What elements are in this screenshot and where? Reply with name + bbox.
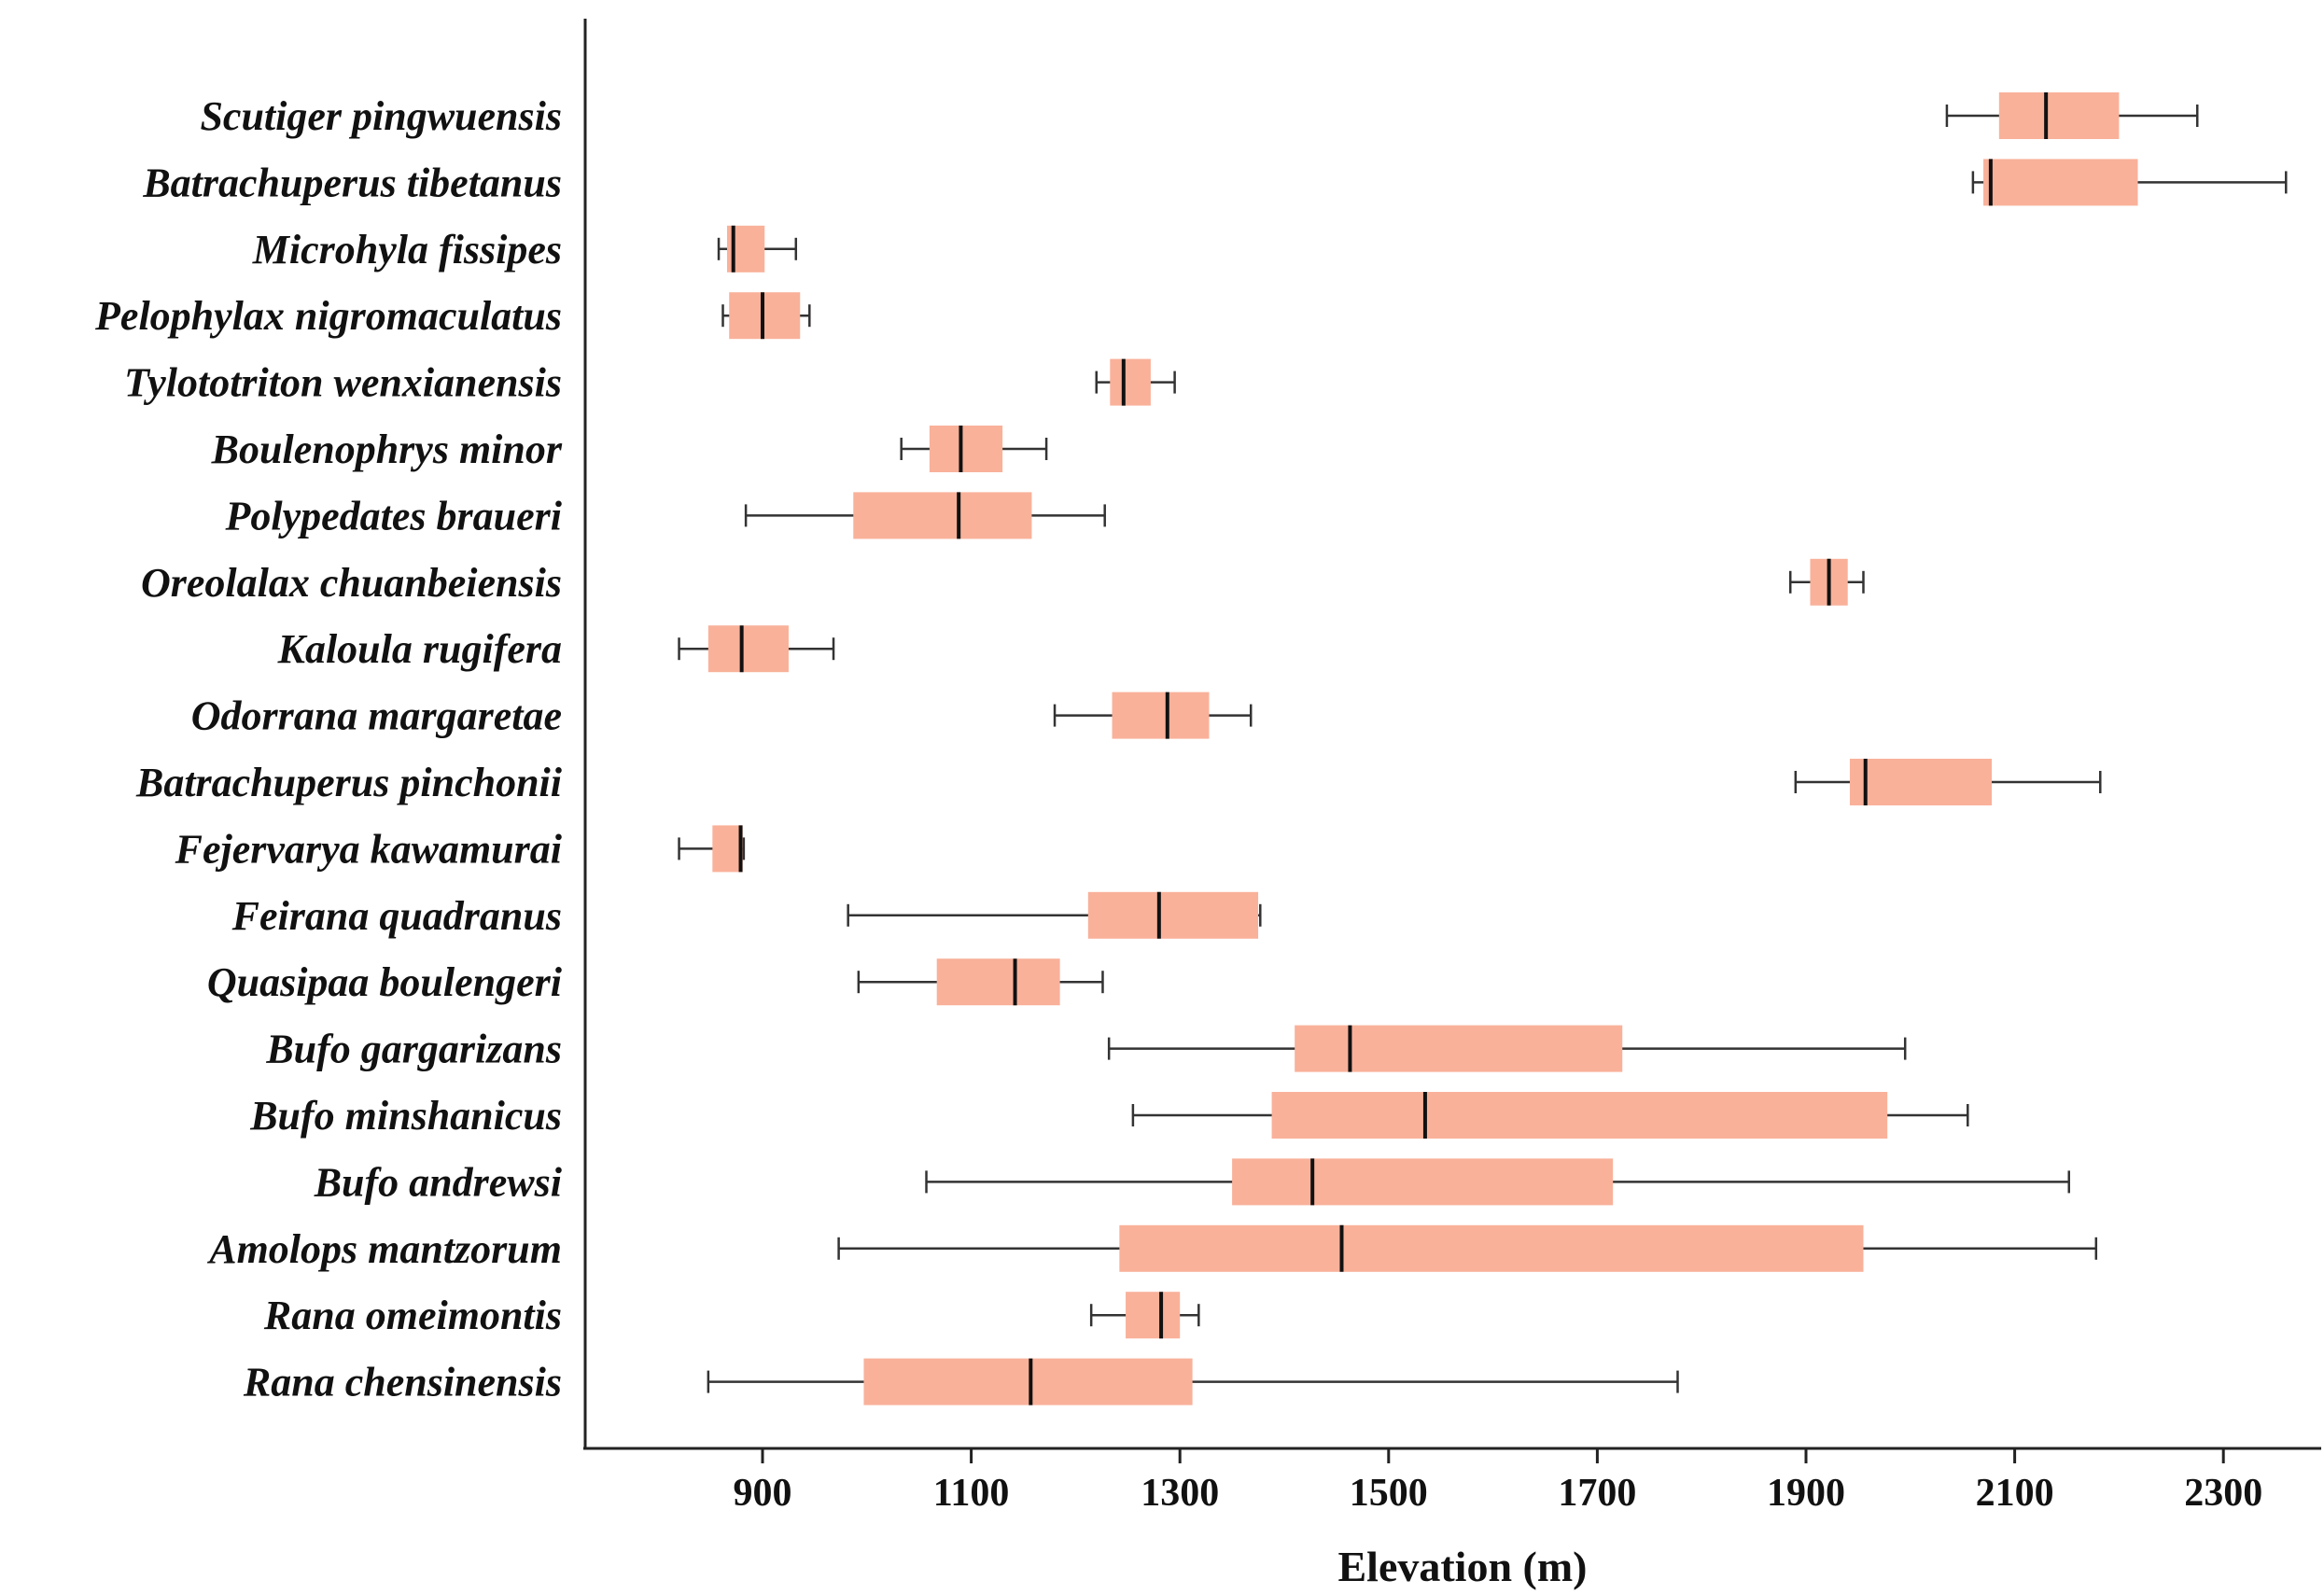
species-row: Kaloula rugifera <box>277 625 835 673</box>
species-label: Bufo gargarizans <box>265 1027 562 1072</box>
species-label: Bufo andrewsi <box>314 1159 563 1205</box>
species-label: Kaloula rugifera <box>277 626 562 672</box>
species-row: Bufo minshanicus <box>249 1092 1969 1139</box>
iqr-box <box>1112 692 1210 739</box>
x-tick-label: 1100 <box>933 1472 1010 1515</box>
species-row: Batrachuperus tibetanus <box>142 159 2288 206</box>
species-label: Tylototriton wenxianensis <box>124 360 562 406</box>
species-label: Boulenophrys minor <box>211 426 563 472</box>
species-row: Amolops mantzorum <box>206 1224 2098 1272</box>
species-row: Odorrana margaretae <box>191 692 1253 739</box>
species-row: Bufo gargarizans <box>265 1025 1907 1072</box>
iqr-box <box>936 958 1060 1006</box>
species-label: Odorrana margaretae <box>191 693 562 739</box>
species-row: Microhyla fissipes <box>252 225 798 273</box>
species-label: Batrachuperus pinchonii <box>135 760 563 805</box>
species-row: Rana omeimontis <box>263 1292 1200 1339</box>
iqr-box <box>1110 358 1151 406</box>
species-row: Tylototriton wenxianensis <box>124 358 1176 406</box>
iqr-box <box>1271 1092 1888 1139</box>
x-tick-label: 1500 <box>1350 1472 1428 1515</box>
species-row: Oreolalax chuanbeiensis <box>141 558 1865 606</box>
species-label: Fejervarya kawamurai <box>175 826 563 872</box>
species-label: Batrachuperus tibetanus <box>142 160 562 205</box>
x-tick-label: 1300 <box>1141 1472 1219 1515</box>
species-label: Scutiger pingwuensis <box>200 93 562 139</box>
species-row: Polypedates braueri <box>224 492 1106 539</box>
species-label: Oreolalax chuanbeiensis <box>141 560 562 606</box>
iqr-box <box>929 426 1003 472</box>
species-row: Batrachuperus pinchonii <box>135 759 2102 805</box>
iqr-box <box>707 625 789 673</box>
iqr-box <box>863 1358 1193 1405</box>
iqr-box <box>729 292 801 340</box>
iqr-box <box>1295 1025 1623 1072</box>
species-label: Feirana quadranus <box>231 893 562 939</box>
species-row: Pelophylax nigromaculatus <box>94 292 811 340</box>
x-tick-label: 900 <box>734 1472 792 1515</box>
iqr-box <box>853 492 1032 539</box>
species-label: Quasipaa boulengeri <box>207 959 563 1005</box>
x-tick-label: 1700 <box>1558 1472 1636 1515</box>
species-row: Scutiger pingwuensis <box>200 92 2199 139</box>
species-label: Bufo minshanicus <box>249 1093 562 1139</box>
x-tick-label: 1900 <box>1767 1472 1845 1515</box>
iqr-box <box>1849 759 1993 805</box>
species-row: Boulenophrys minor <box>211 426 1048 472</box>
iqr-box <box>1119 1224 1864 1272</box>
x-tick-label: 2100 <box>1976 1472 2054 1515</box>
iqr-box <box>1126 1292 1181 1339</box>
species-label: Pelophylax nigromaculatus <box>94 293 562 339</box>
iqr-box <box>712 825 743 873</box>
species-label: Rana chensinensis <box>243 1360 562 1405</box>
species-label: Rana omeimontis <box>263 1293 562 1338</box>
species-row: Fejervarya kawamurai <box>175 825 746 873</box>
species-row: Feirana quadranus <box>231 891 1262 939</box>
species-label: Polypedates braueri <box>224 493 562 538</box>
x-tick-label: 2300 <box>2184 1472 2262 1515</box>
iqr-box <box>1232 1158 1614 1206</box>
x-axis-ticks: 900 1100 1300 1500 1700 1900 2100 2300 <box>734 1448 2262 1515</box>
species-label: Amolops mantzorum <box>206 1226 562 1272</box>
species-row: Bufo andrewsi <box>314 1158 2070 1206</box>
iqr-box <box>1983 159 2138 206</box>
species-row: Rana chensinensis <box>243 1358 1679 1405</box>
x-axis-title: Elevation (m) <box>1337 1543 1587 1590</box>
iqr-box <box>1998 92 2120 139</box>
species-label: Microhyla fissipes <box>252 227 562 273</box>
species-rows: Scutiger pingwuensis Batrachuperus tibeta… <box>94 92 2288 1405</box>
iqr-box <box>1087 891 1259 939</box>
species-row: Quasipaa boulengeri <box>207 958 1104 1006</box>
